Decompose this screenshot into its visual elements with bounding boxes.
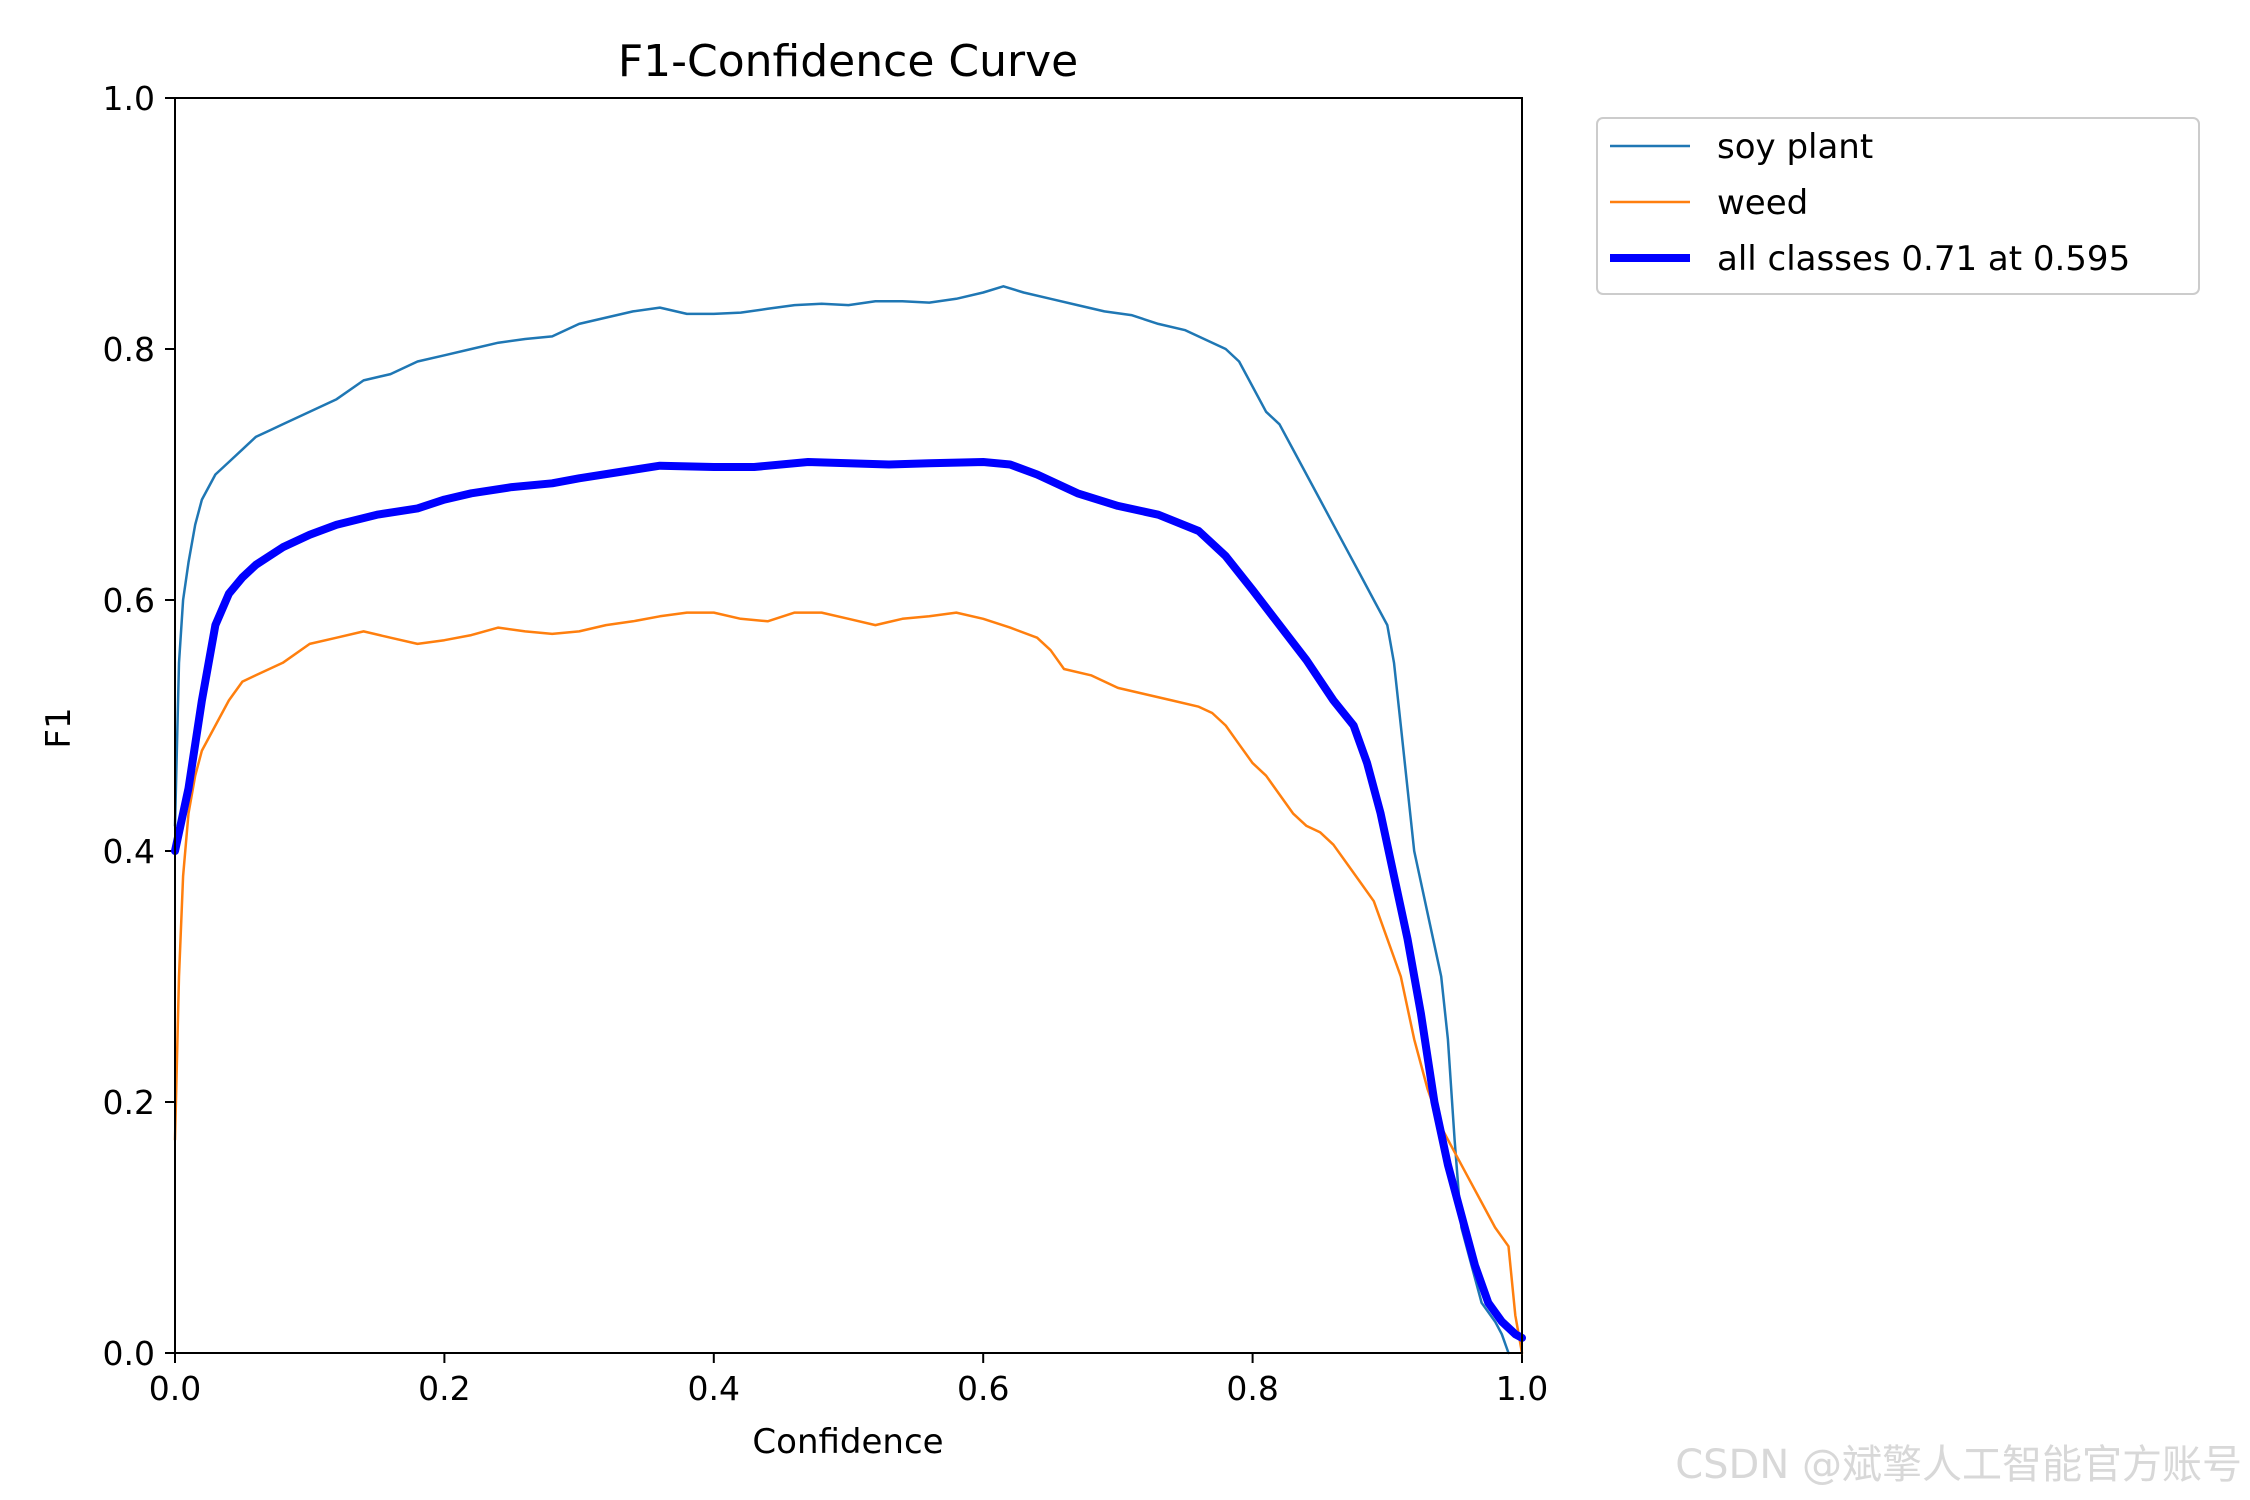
plot-frame [174, 97, 1523, 1354]
x-tick-label: 0.8 [1226, 1369, 1278, 1408]
series-line-soy-plant [173, 285, 1510, 1355]
x-axis-ticks: 0.0 0.2 0.4 0.6 0.8 1.0 [149, 1353, 1548, 1408]
y-axis-label: F1 [39, 707, 79, 748]
watermark: CSDN @斌擎人工智能官方账号 [1675, 1442, 2242, 1488]
x-tick-label: 0.4 [688, 1369, 740, 1408]
y-tick-label: 0.0 [103, 1334, 155, 1373]
x-tick-label: 0.2 [418, 1369, 470, 1408]
series-line-all-classes [171, 458, 1526, 1342]
legend: soy plant weed all classes 0.71 at 0.595 [1596, 117, 2200, 295]
x-tick-label: 0.6 [957, 1369, 1009, 1408]
series-line-weed [173, 611, 1524, 1355]
y-axis-ticks: 0.0 0.2 0.4 0.6 0.8 1.0 [103, 79, 175, 1373]
series-layer [171, 285, 1526, 1355]
y-tick-label: 0.2 [103, 1083, 155, 1122]
legend-frame [1596, 117, 2200, 295]
legend-label: weed [1717, 183, 1808, 223]
x-tick-label: 1.0 [1496, 1369, 1548, 1408]
legend-label: all classes 0.71 at 0.595 [1717, 239, 2130, 279]
y-tick-label: 0.6 [103, 581, 155, 620]
y-tick-label: 0.8 [103, 330, 155, 369]
y-tick-label: 1.0 [103, 79, 155, 118]
x-axis-label: Confidence [752, 1422, 943, 1462]
chart-title: F1-Confidence Curve [618, 36, 1078, 87]
legend-label: soy plant [1717, 127, 1873, 167]
y-tick-label: 0.4 [103, 832, 155, 871]
x-tick-label: 0.0 [149, 1369, 201, 1408]
